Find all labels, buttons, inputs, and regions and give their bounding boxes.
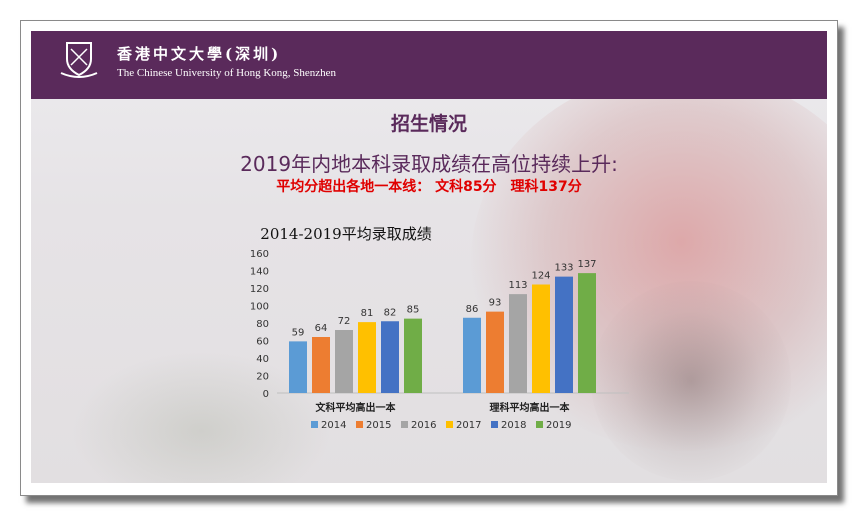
- bar: [463, 317, 481, 393]
- bar: [486, 311, 504, 393]
- background-blur-tree: [71, 351, 331, 483]
- legend-swatch: [536, 421, 543, 428]
- bar: [335, 330, 353, 393]
- x-category-label: 理科平均高出一本: [490, 401, 571, 414]
- legend-label: 2014: [321, 420, 346, 431]
- data-label: 133: [554, 263, 573, 274]
- legend-swatch: [401, 421, 408, 428]
- data-label: 113: [508, 280, 527, 291]
- y-tick-label: 60: [256, 337, 269, 348]
- data-label: 124: [531, 271, 550, 282]
- slide-subtitle: 2019年内地本科录取成绩在高位持续上升:: [240, 152, 618, 176]
- slide-title: 招生情况: [390, 113, 467, 135]
- slide: 香港中文大學(深圳) The Chinese University of Hon…: [31, 31, 827, 483]
- data-label: 82: [384, 307, 397, 318]
- background-blur-dark: [591, 281, 791, 481]
- bar: [509, 294, 527, 393]
- legend-label: 2018: [501, 420, 526, 431]
- legend-label: 2017: [456, 420, 481, 431]
- y-tick-label: 0: [263, 389, 269, 400]
- slide-highlight: 平均分超出各地一本线： 文科85分 理科137分: [276, 179, 582, 195]
- legend-label: 2015: [366, 420, 391, 431]
- bar: [555, 276, 573, 393]
- bar: [578, 273, 596, 393]
- slide-frame: 香港中文大學(深圳) The Chinese University of Hon…: [20, 20, 838, 496]
- y-tick-label: 140: [250, 267, 269, 278]
- university-name-english: The Chinese University of Hong Kong, She…: [117, 67, 337, 79]
- data-label: 86: [466, 304, 479, 315]
- y-tick-label: 40: [256, 354, 269, 365]
- y-tick-label: 100: [250, 302, 269, 313]
- legend-swatch: [356, 421, 363, 428]
- header-bar: 香港中文大學(深圳) The Chinese University of Hon…: [31, 31, 827, 99]
- university-name-chinese: 香港中文大學(深圳): [117, 45, 282, 63]
- data-label: 93: [489, 298, 502, 309]
- legend-swatch: [491, 421, 498, 428]
- bar: [404, 318, 422, 393]
- background-blur: [471, 71, 827, 451]
- y-tick-label: 160: [250, 249, 269, 260]
- y-tick-label: 80: [256, 319, 269, 330]
- data-label: 137: [577, 259, 596, 270]
- data-label: 64: [315, 323, 328, 334]
- bar: [289, 341, 307, 393]
- y-tick-label: 20: [256, 372, 269, 383]
- data-label: 59: [292, 327, 305, 338]
- bar: [312, 337, 330, 393]
- legend-label: 2016: [411, 420, 436, 431]
- y-tick-label: 120: [250, 284, 269, 295]
- data-label: 72: [338, 316, 351, 327]
- chart-title: 2014-2019平均录取成绩: [260, 225, 432, 243]
- data-label: 85: [407, 305, 420, 316]
- bar: [358, 322, 376, 393]
- data-label: 81: [361, 308, 374, 319]
- bar: [381, 321, 399, 393]
- university-crest-icon: [60, 42, 98, 78]
- bar-chart: 0 20 40 60 80 100 120 140 160 59 64 72 81 82 85 文科平均高出一…: [250, 249, 629, 431]
- x-category-label: 文科平均高出一本: [316, 401, 397, 414]
- legend-label: 2019: [546, 420, 571, 431]
- legend-swatch: [311, 421, 318, 428]
- bar: [532, 284, 550, 393]
- legend-swatch: [446, 421, 453, 428]
